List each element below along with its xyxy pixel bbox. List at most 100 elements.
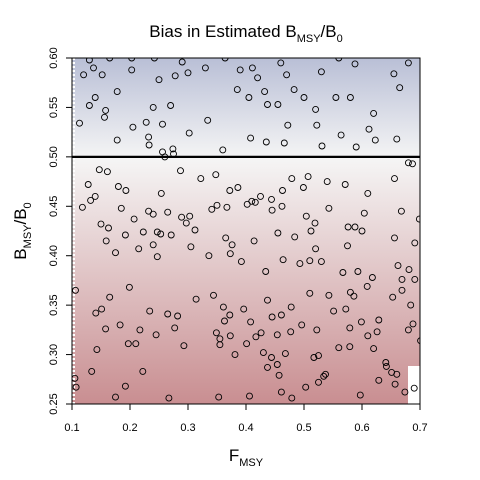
data-point — [85, 58, 93, 64]
plot-background — [72, 58, 420, 404]
data-point — [103, 168, 111, 176]
y-axis: 0.25 0.30 0.35 0.40 0.45 0.50 0.55 0.60 — [48, 47, 72, 415]
data-point — [221, 58, 229, 62]
data-point — [300, 94, 308, 101]
data-point — [411, 239, 419, 247]
data-point — [373, 328, 381, 336]
data-point — [164, 310, 172, 318]
data-point — [78, 203, 86, 211]
y-tick-label: 0.25 — [48, 393, 60, 414]
data-point — [391, 234, 398, 242]
data-point — [393, 135, 401, 143]
x-tick-label: 0.5 — [296, 422, 311, 434]
data-point — [277, 59, 285, 67]
data-point — [142, 118, 150, 126]
data-point — [88, 367, 96, 375]
data-point — [375, 376, 383, 384]
scatter-points — [72, 58, 420, 402]
data-point — [197, 175, 205, 183]
data-point — [226, 311, 234, 319]
data-point — [273, 331, 281, 339]
data-point — [135, 245, 143, 253]
data-point — [240, 305, 248, 313]
data-point — [322, 370, 329, 378]
data-point — [268, 195, 275, 203]
x-tick-label: 0.3 — [180, 422, 195, 434]
data-point — [264, 101, 271, 108]
data-point — [306, 257, 314, 265]
data-point — [404, 159, 412, 167]
data-point — [231, 351, 239, 359]
data-point — [344, 242, 351, 250]
data-point — [306, 289, 314, 297]
data-point — [157, 189, 165, 197]
data-point — [116, 321, 124, 329]
data-point — [121, 382, 129, 390]
data-point — [215, 393, 223, 401]
data-point — [350, 292, 358, 300]
data-point — [312, 105, 320, 113]
data-point — [149, 103, 157, 111]
data-point — [344, 223, 352, 231]
y-tick-label: 0.35 — [48, 294, 60, 315]
data-point — [275, 371, 283, 379]
data-point — [356, 391, 364, 399]
data-point — [335, 58, 343, 62]
data-point — [332, 94, 340, 101]
data-point — [95, 166, 103, 174]
data-point — [389, 293, 397, 301]
data-point — [246, 392, 253, 400]
y-tick-label: 0.45 — [48, 196, 60, 217]
data-point — [113, 136, 121, 144]
data-point — [268, 354, 275, 361]
data-point — [351, 60, 359, 68]
data-point — [128, 66, 136, 74]
data-point — [317, 68, 325, 76]
y-tick-label: 0.55 — [48, 97, 60, 118]
data-point — [87, 196, 95, 204]
data-point — [330, 307, 338, 315]
data-point — [397, 207, 405, 215]
data-point — [128, 58, 136, 62]
data-point — [346, 288, 354, 296]
data-point — [113, 88, 121, 96]
data-point — [182, 219, 190, 227]
data-point — [101, 113, 108, 121]
data-point — [346, 343, 354, 351]
data-point — [223, 203, 231, 211]
data-point — [90, 64, 97, 72]
data-point — [307, 227, 315, 235]
data-point — [146, 307, 154, 315]
data-point — [335, 344, 343, 352]
data-point — [279, 256, 287, 264]
data-point — [325, 291, 333, 299]
data-point — [171, 72, 179, 80]
x-tick-label: 0.1 — [64, 422, 79, 434]
data-point — [153, 253, 161, 261]
data-point — [226, 332, 234, 340]
data-point — [288, 175, 296, 183]
data-point — [320, 372, 328, 380]
data-point — [243, 200, 251, 208]
data-point — [102, 237, 110, 245]
data-point — [191, 226, 199, 234]
data-point — [125, 283, 133, 291]
data-point — [102, 325, 110, 333]
data-point — [337, 131, 345, 139]
y-tick-label: 0.40 — [48, 245, 60, 266]
data-point — [213, 201, 221, 209]
data-point — [226, 187, 234, 194]
data-point — [391, 380, 399, 388]
data-point — [106, 293, 114, 301]
x-tick-label: 0.7 — [412, 422, 427, 434]
data-point — [404, 326, 412, 334]
data-point — [247, 318, 255, 326]
data-point — [404, 59, 412, 67]
data-point — [410, 384, 418, 392]
data-point — [204, 116, 212, 124]
data-point — [226, 250, 234, 258]
data-point — [92, 309, 100, 317]
data-point — [417, 337, 420, 345]
data-point — [364, 332, 372, 340]
